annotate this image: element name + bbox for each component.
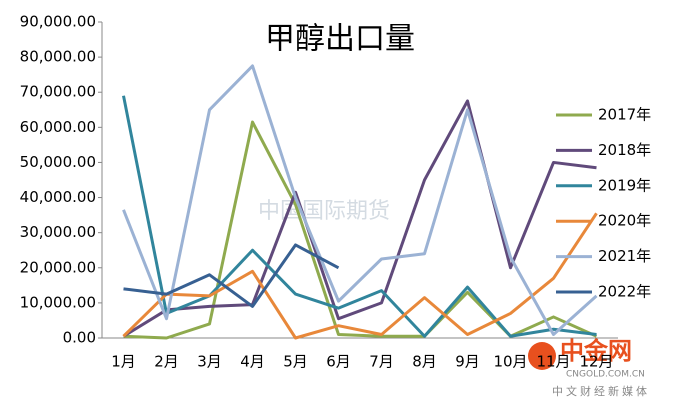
x-tick-label: 4月 (240, 353, 265, 371)
y-tick-label: 80,000.00 (20, 48, 96, 66)
legend-label: 2018年 (598, 141, 651, 159)
y-tick-label: 0.00 (63, 329, 96, 347)
logo-slogan: 中文财经新媒体 (552, 384, 650, 398)
y-tick-label: 20,000.00 (20, 258, 96, 276)
y-tick-label: 10,000.00 (20, 293, 96, 311)
series-line (122, 64, 598, 336)
x-tick-label: 6月 (326, 353, 351, 371)
legend-label: 2020年 (598, 212, 651, 230)
y-tick-label: 60,000.00 (20, 118, 96, 136)
series-line (122, 212, 598, 340)
x-tick-label: 9月 (455, 353, 480, 371)
legend-label: 2021年 (598, 247, 651, 265)
y-tick-label: 70,000.00 (20, 83, 96, 101)
legend-label: 2017年 (598, 106, 651, 124)
series-line (122, 99, 597, 338)
logo-domain: CNGOLD.COM.CN (566, 370, 645, 380)
x-tick-label: 5月 (283, 353, 308, 371)
series-line (123, 243, 340, 308)
y-tick-label: 40,000.00 (20, 188, 96, 206)
series-line (123, 120, 598, 340)
y-tick-label: 50,000.00 (20, 153, 96, 171)
x-tick-label: 1月 (111, 353, 136, 371)
x-tick-label: 2月 (154, 353, 179, 371)
chart-title: 甲醇出口量 (265, 22, 415, 57)
x-tick-label: 7月 (369, 353, 394, 371)
x-tick-label: 11月 (536, 353, 570, 371)
watermark: 中国国际期货 (258, 199, 390, 224)
logo-icon (528, 342, 556, 370)
series-line (122, 95, 597, 338)
y-tick-label: 90,000.00 (20, 13, 96, 31)
x-tick-label: 3月 (197, 353, 222, 371)
legend-label: 2022年 (598, 283, 651, 301)
x-tick-label: 8月 (412, 353, 437, 371)
logo-name: 中金网 (560, 337, 632, 365)
legend-label: 2019年 (598, 176, 651, 194)
x-tick-label: 10月 (493, 353, 527, 371)
y-tick-label: 30,000.00 (20, 223, 96, 241)
x-tick-label: 12月 (579, 353, 613, 371)
